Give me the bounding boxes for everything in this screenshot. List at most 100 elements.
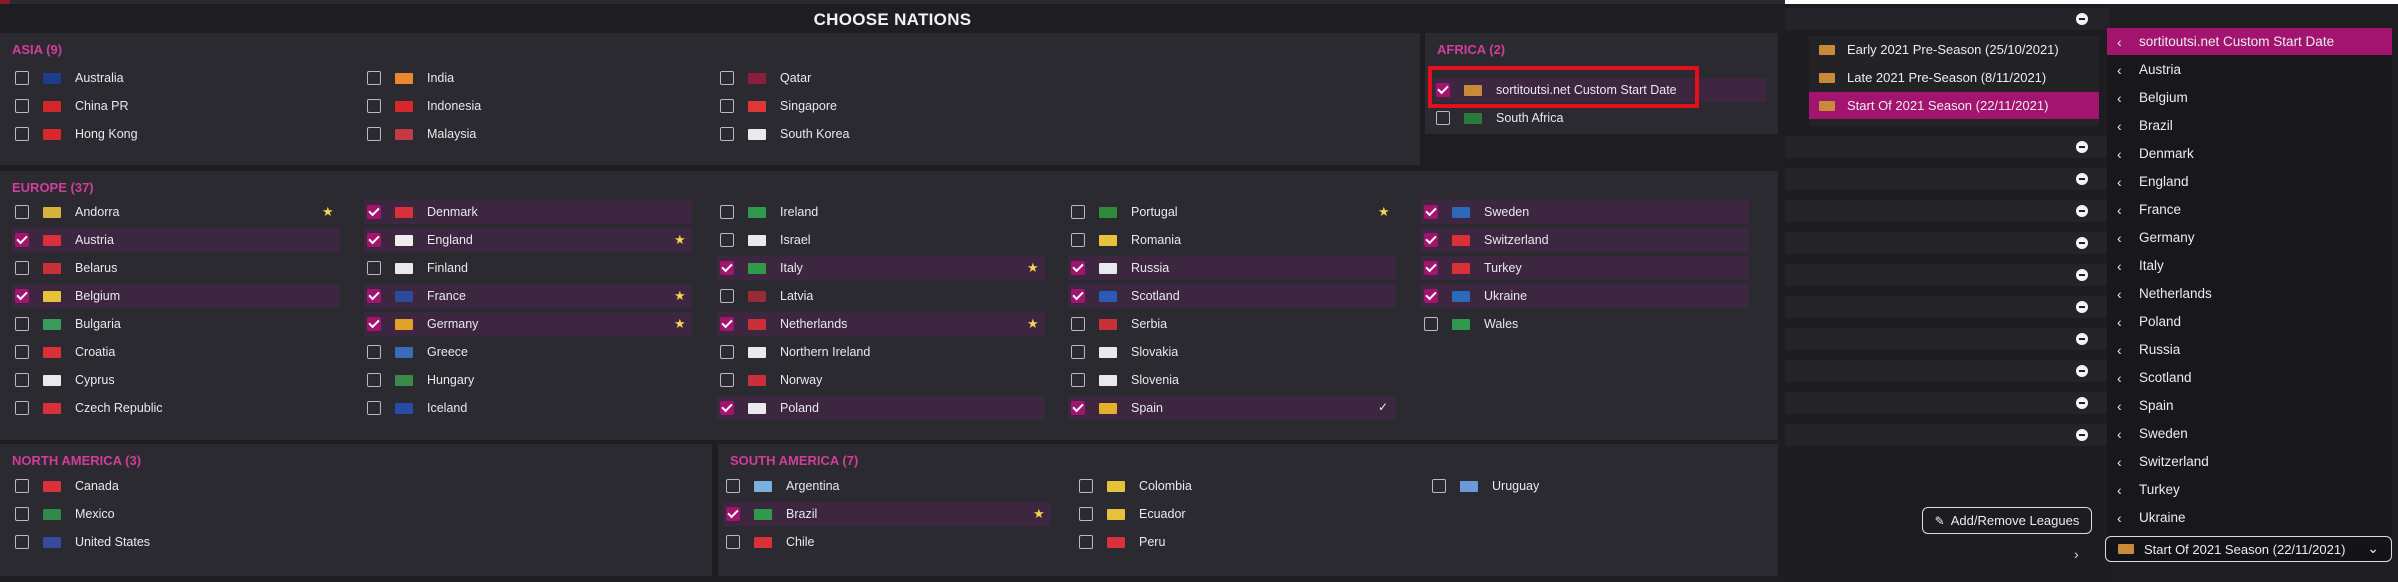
nation-row-hong-kong[interactable]: Hong Kong	[12, 122, 340, 146]
nation-row-sweden[interactable]: Sweden	[1421, 200, 1749, 224]
nation-checkbox[interactable]	[15, 261, 29, 275]
dropdown-item-france[interactable]: ‹ France	[2107, 196, 2392, 223]
nation-row-northern-ireland[interactable]: Northern Ireland	[717, 340, 1045, 364]
dropdown-item-switzerland[interactable]: ‹ Switzerland	[2107, 448, 2392, 475]
nation-row-romania[interactable]: Romania	[1068, 228, 1396, 252]
nation-row-brazil[interactable]: Brazil ★	[723, 502, 1051, 526]
nation-row-qatar[interactable]: Qatar	[717, 66, 1045, 90]
nation-checkbox[interactable]	[1071, 233, 1085, 247]
nation-row-switzerland[interactable]: Switzerland	[1421, 228, 1749, 252]
nation-row-south-africa[interactable]: South Africa	[1433, 106, 1766, 130]
nation-row-malaysia[interactable]: Malaysia	[364, 122, 692, 146]
nation-checkbox[interactable]	[15, 99, 29, 113]
nation-checkbox[interactable]	[1424, 261, 1438, 275]
nation-checkbox[interactable]	[720, 233, 734, 247]
nation-row-israel[interactable]: Israel	[717, 228, 1045, 252]
nation-row-sortitoutsi-net-custom-start-date[interactable]: sortitoutsi.net Custom Start Date	[1433, 78, 1766, 102]
nation-row-russia[interactable]: Russia	[1068, 256, 1396, 280]
start-date-select[interactable]: Start Of 2021 Season (22/11/2021) ⌄	[2105, 536, 2392, 562]
dropdown-item-spain[interactable]: ‹ Spain	[2107, 392, 2392, 419]
nation-checkbox[interactable]	[720, 317, 734, 331]
nation-checkbox[interactable]	[367, 99, 381, 113]
nation-row-peru[interactable]: Peru	[1076, 530, 1404, 554]
nation-checkbox[interactable]	[367, 127, 381, 141]
nation-row-england[interactable]: England ★	[364, 228, 692, 252]
nation-checkbox[interactable]	[1071, 261, 1085, 275]
remove-icon[interactable]	[2076, 205, 2088, 217]
nation-row-italy[interactable]: Italy ★	[717, 256, 1045, 280]
nation-row-belarus[interactable]: Belarus	[12, 256, 340, 280]
nation-row-belgium[interactable]: Belgium	[12, 284, 340, 308]
nation-checkbox[interactable]	[1079, 535, 1093, 549]
dropdown-item-belgium[interactable]: ‹ Belgium	[2107, 84, 2392, 111]
nation-row-slovakia[interactable]: Slovakia	[1068, 340, 1396, 364]
nation-row-slovenia[interactable]: Slovenia	[1068, 368, 1396, 392]
nation-checkbox[interactable]	[15, 233, 29, 247]
nation-checkbox[interactable]	[1071, 205, 1085, 219]
nation-row-portugal[interactable]: Portugal ★	[1068, 200, 1396, 224]
nation-row-china-pr[interactable]: China PR	[12, 94, 340, 118]
nation-row-india[interactable]: India	[364, 66, 692, 90]
dropdown-item-italy[interactable]: ‹ Italy	[2107, 252, 2392, 279]
nation-checkbox[interactable]	[367, 233, 381, 247]
nation-row-spain[interactable]: Spain ✓	[1068, 396, 1396, 420]
nation-checkbox[interactable]	[1424, 205, 1438, 219]
nation-checkbox[interactable]	[1432, 479, 1446, 493]
start-option-start-of-season[interactable]: Start Of 2021 Season (22/11/2021)	[1809, 92, 2099, 119]
nation-row-scotland[interactable]: Scotland	[1068, 284, 1396, 308]
nation-checkbox[interactable]	[726, 479, 740, 493]
nation-checkbox[interactable]	[1071, 345, 1085, 359]
nation-row-ecuador[interactable]: Ecuador	[1076, 502, 1404, 526]
nation-checkbox[interactable]	[15, 401, 29, 415]
dropdown-item-scotland[interactable]: ‹ Scotland	[2107, 364, 2392, 391]
nation-row-hungary[interactable]: Hungary	[364, 368, 692, 392]
nation-checkbox[interactable]	[1071, 401, 1085, 415]
nation-checkbox[interactable]	[367, 205, 381, 219]
nation-row-finland[interactable]: Finland	[364, 256, 692, 280]
nation-row-argentina[interactable]: Argentina	[723, 474, 1051, 498]
nation-row-turkey[interactable]: Turkey	[1421, 256, 1749, 280]
start-option-early[interactable]: Early 2021 Pre-Season (25/10/2021)	[1809, 36, 2099, 63]
nation-row-germany[interactable]: Germany ★	[364, 312, 692, 336]
nation-row-colombia[interactable]: Colombia	[1076, 474, 1404, 498]
nation-row-croatia[interactable]: Croatia	[12, 340, 340, 364]
dropdown-item-sortitoutsi-net-custom-start-date[interactable]: ‹ sortitoutsi.net Custom Start Date	[2107, 28, 2392, 55]
nation-row-greece[interactable]: Greece	[364, 340, 692, 364]
nation-checkbox[interactable]	[367, 401, 381, 415]
nation-row-poland[interactable]: Poland	[717, 396, 1045, 420]
nation-checkbox[interactable]	[720, 261, 734, 275]
remove-icon[interactable]	[2076, 429, 2088, 441]
nation-row-ireland[interactable]: Ireland	[717, 200, 1045, 224]
nation-checkbox[interactable]	[720, 401, 734, 415]
nation-checkbox[interactable]	[720, 373, 734, 387]
nation-row-czech-republic[interactable]: Czech Republic	[12, 396, 340, 420]
nation-checkbox[interactable]	[15, 205, 29, 219]
remove-icon[interactable]	[2076, 397, 2088, 409]
nation-checkbox[interactable]	[367, 373, 381, 387]
nation-row-uruguay[interactable]: Uruguay	[1429, 474, 1757, 498]
nation-row-wales[interactable]: Wales	[1421, 312, 1749, 336]
dropdown-item-brazil[interactable]: ‹ Brazil	[2107, 112, 2392, 139]
remove-icon[interactable]	[2076, 237, 2088, 249]
nation-row-singapore[interactable]: Singapore	[717, 94, 1045, 118]
nation-row-chile[interactable]: Chile	[723, 530, 1051, 554]
nation-checkbox[interactable]	[1079, 479, 1093, 493]
nation-checkbox[interactable]	[720, 99, 734, 113]
dropdown-item-russia[interactable]: ‹ Russia	[2107, 336, 2392, 363]
nation-checkbox[interactable]	[1071, 289, 1085, 303]
nation-checkbox[interactable]	[367, 261, 381, 275]
nation-row-norway[interactable]: Norway	[717, 368, 1045, 392]
nation-checkbox[interactable]	[1071, 373, 1085, 387]
nation-checkbox[interactable]	[367, 71, 381, 85]
nation-row-mexico[interactable]: Mexico	[12, 502, 340, 526]
nation-row-united-states[interactable]: United States	[12, 530, 340, 554]
remove-icon[interactable]	[2076, 13, 2088, 25]
nation-row-south-korea[interactable]: South Korea	[717, 122, 1045, 146]
nation-row-iceland[interactable]: Iceland	[364, 396, 692, 420]
dropdown-item-denmark[interactable]: ‹ Denmark	[2107, 140, 2392, 167]
nation-row-france[interactable]: France ★	[364, 284, 692, 308]
nation-checkbox[interactable]	[1424, 233, 1438, 247]
remove-icon[interactable]	[2076, 269, 2088, 281]
dropdown-item-england[interactable]: ‹ England	[2107, 168, 2392, 195]
chevron-right-icon[interactable]: ›	[2074, 546, 2079, 562]
